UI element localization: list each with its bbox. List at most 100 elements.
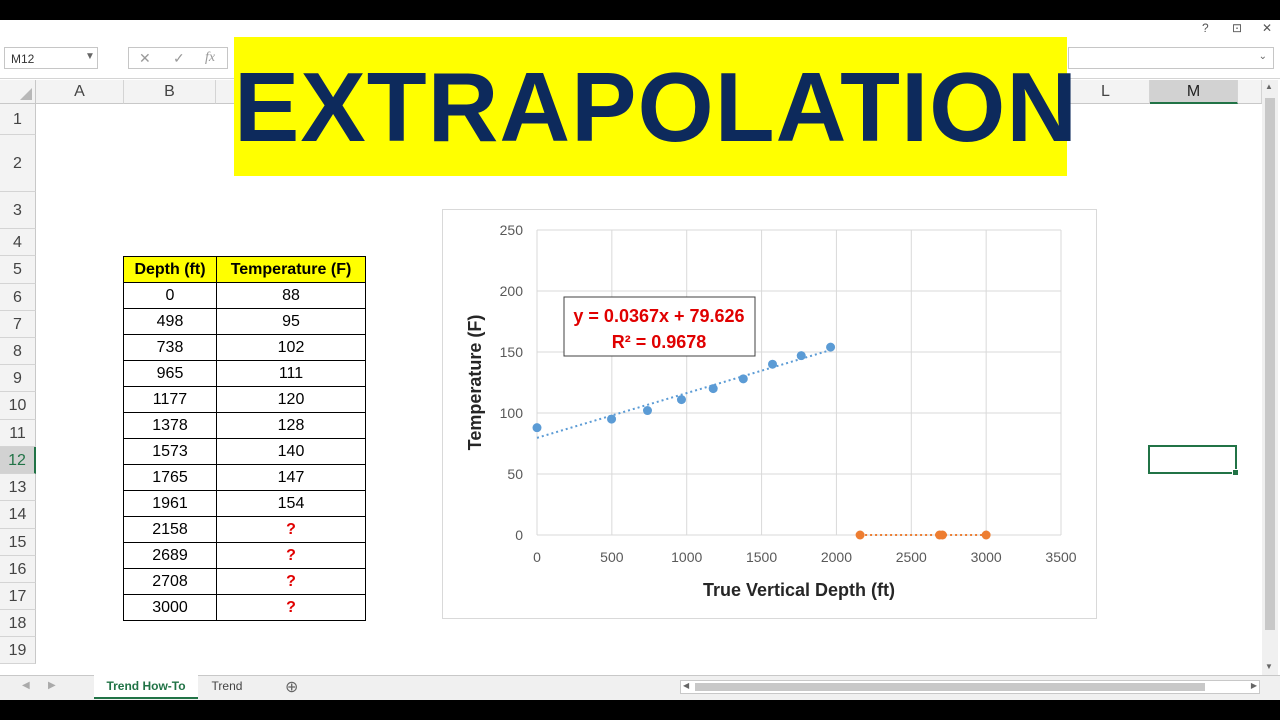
scroll-right-icon[interactable]: ▶	[1250, 681, 1257, 690]
column-header-b[interactable]: B	[124, 80, 216, 104]
temperature-cell[interactable]: 154	[216, 490, 366, 517]
column-header-m[interactable]: M	[1150, 80, 1238, 104]
row-header-9[interactable]: 9	[0, 365, 36, 392]
row-header-16[interactable]: 16	[0, 556, 36, 583]
table-row: 2158?	[123, 516, 366, 543]
row-header-2[interactable]: 2	[0, 135, 36, 192]
column-header-a[interactable]: A	[36, 80, 124, 104]
row-header-5[interactable]: 5	[0, 256, 36, 284]
row-header-17[interactable]: 17	[0, 583, 36, 610]
depth-cell[interactable]: 1378	[123, 412, 217, 439]
row-header-7[interactable]: 7	[0, 311, 36, 338]
cancel-icon[interactable]: ✕	[139, 50, 151, 66]
temperature-cell[interactable]: ?	[216, 594, 366, 621]
table-row: 1573 140	[123, 438, 366, 465]
x-tick-label: 3500	[1045, 549, 1076, 565]
y-tick-label: 250	[500, 222, 524, 238]
row-header-19[interactable]: 19	[0, 637, 36, 664]
horizontal-scrollbar[interactable]: ◀ ▶	[680, 680, 1260, 694]
depth-cell[interactable]: 1765	[123, 464, 217, 491]
restore-icon[interactable]: ⊡	[1232, 21, 1243, 35]
fx-icon[interactable]: fx	[205, 50, 216, 65]
depth-cell[interactable]: 498	[123, 308, 217, 335]
x-tick-label: 500	[600, 549, 624, 565]
name-box[interactable]: M12 ▼	[4, 47, 98, 69]
row-header-8[interactable]: 8	[0, 338, 36, 365]
depth-cell[interactable]: 3000	[123, 594, 217, 621]
data-point	[532, 423, 542, 433]
depth-cell[interactable]: 1177	[123, 386, 217, 413]
depth-cell[interactable]: 2708	[123, 568, 217, 595]
scroll-left-icon[interactable]: ◀	[683, 681, 690, 690]
data-point	[607, 414, 617, 424]
scatter-chart[interactable]: 0 500 1000 1500 2000 2500 3000 3500 0 50 100 150 200…	[442, 209, 1097, 619]
row-header-1[interactable]: 1	[0, 104, 36, 135]
window-controls: ? ⊡ ✕	[1200, 20, 1280, 38]
temperature-cell[interactable]: 95	[216, 308, 366, 335]
table-header-depth[interactable]: Depth (ft)	[123, 256, 217, 283]
y-tick-label: 0	[515, 527, 523, 543]
next-sheet-icon[interactable]: ▶	[48, 680, 56, 691]
top-black-bar	[0, 0, 1280, 20]
scroll-down-icon[interactable]: ▼	[1265, 662, 1273, 671]
x-tick-label: 1000	[671, 549, 702, 565]
depth-cell[interactable]: 1573	[123, 438, 217, 465]
close-icon[interactable]: ✕	[1262, 21, 1273, 35]
temperature-cell[interactable]: ?	[216, 516, 366, 543]
scroll-up-icon[interactable]: ▲	[1265, 82, 1273, 91]
formula-input[interactable]: ⌄	[1068, 47, 1274, 69]
y-tick-label: 50	[507, 466, 523, 482]
y-tick-label: 100	[500, 405, 524, 421]
temperature-cell[interactable]: ?	[216, 568, 366, 595]
column-header-l[interactable]: L	[1062, 80, 1150, 104]
temperature-cell[interactable]: 111	[216, 360, 366, 387]
vertical-scroll-thumb[interactable]	[1265, 98, 1275, 630]
temperature-cell[interactable]: 128	[216, 412, 366, 439]
trendline	[536, 349, 831, 439]
data-point	[768, 359, 778, 369]
depth-cell[interactable]: 738	[123, 334, 217, 361]
tab-trend[interactable]: Trend	[211, 679, 243, 693]
row-header-6[interactable]: 6	[0, 284, 36, 311]
table-row: 1765 147	[123, 464, 366, 491]
depth-cell[interactable]: 965	[123, 360, 217, 387]
row-header-13[interactable]: 13	[0, 474, 36, 501]
x-axis-label: True Vertical Depth (ft)	[703, 580, 895, 600]
temperature-cell[interactable]: 102	[216, 334, 366, 361]
depth-cell[interactable]: 0	[123, 282, 217, 309]
row-header-3[interactable]: 3	[0, 192, 36, 229]
selected-cell-m12[interactable]	[1148, 445, 1239, 476]
temperature-cell[interactable]: 88	[216, 282, 366, 309]
row-header-18[interactable]: 18	[0, 610, 36, 637]
enter-icon[interactable]: ✓	[173, 50, 185, 66]
temperature-cell[interactable]: 120	[216, 386, 366, 413]
temperature-cell[interactable]: 147	[216, 464, 366, 491]
depth-cell[interactable]: 2689	[123, 542, 217, 569]
row-header-10[interactable]: 10	[0, 392, 36, 420]
prev-sheet-icon[interactable]: ◀	[22, 680, 30, 691]
depth-cell[interactable]: 1961	[123, 490, 217, 517]
temperature-cell[interactable]: ?	[216, 542, 366, 569]
horizontal-scroll-thumb[interactable]	[695, 683, 1205, 691]
row-header-14[interactable]: 14	[0, 501, 36, 529]
row-header-15[interactable]: 15	[0, 529, 36, 556]
vertical-scrollbar[interactable]: ▲ ▼	[1262, 80, 1278, 676]
data-point	[826, 342, 836, 352]
temperature-cell[interactable]: 140	[216, 438, 366, 465]
row-header-12[interactable]: 12	[0, 447, 36, 474]
equation-box	[563, 296, 756, 357]
y-axis-label: Temperature (F)	[465, 315, 485, 451]
y-tick-label: 200	[500, 283, 524, 299]
select-all-corner[interactable]	[0, 80, 36, 104]
add-sheet-icon[interactable]: ⊕	[285, 679, 299, 696]
sheet-tab-bar	[0, 675, 1280, 700]
help-icon[interactable]: ?	[1202, 21, 1209, 35]
chevron-down-icon[interactable]: ▼	[85, 51, 95, 62]
depth-cell[interactable]: 2158	[123, 516, 217, 543]
table-header-temperature[interactable]: Temperature (F)	[216, 256, 366, 283]
tab-trend-how-to[interactable]: Trend How-To	[94, 675, 198, 699]
row-header-11[interactable]: 11	[0, 420, 36, 447]
formula-buttons: ✕ ✓ fx	[128, 47, 228, 69]
expand-formula-icon[interactable]: ⌄	[1258, 51, 1267, 62]
row-header-4[interactable]: 4	[0, 229, 36, 256]
